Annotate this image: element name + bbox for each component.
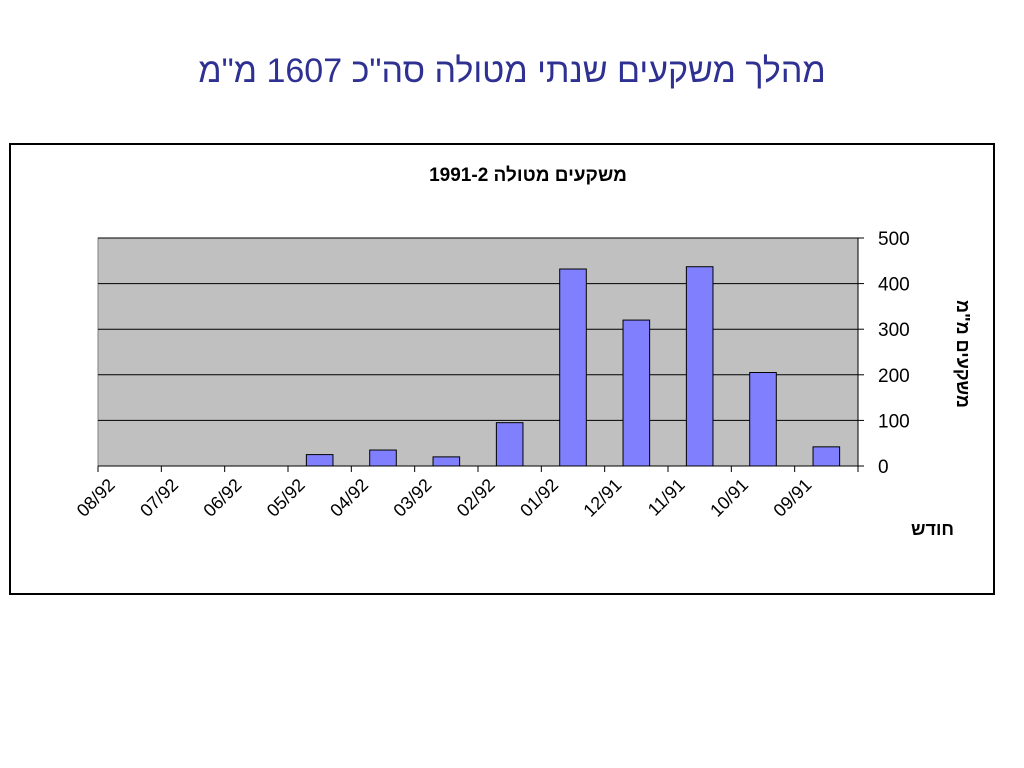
bar (749, 372, 777, 467)
y-tick-label: 0 (878, 457, 889, 478)
x-tick-label: 12/91 (580, 475, 626, 521)
chart-title: משקעים מטולה 1991-2 (429, 165, 627, 186)
y-axis-title: משקעים מ"מ (953, 300, 973, 408)
x-tick-label: 05/92 (263, 475, 309, 521)
y-tick-label: 500 (878, 229, 910, 250)
x-tick-label: 09/91 (770, 475, 816, 521)
bar (559, 268, 587, 467)
bar (812, 446, 841, 467)
x-tick-label: 01/92 (516, 475, 562, 521)
bar (305, 454, 334, 467)
x-tick-label: 06/92 (200, 475, 246, 521)
bar (495, 422, 524, 467)
plot-area (97, 237, 859, 467)
y-tick-label: 300 (878, 320, 910, 341)
bar (432, 456, 461, 467)
slide-title: מהלך משקעים שנתי מטולה סה"כ 1607 מ"מ (198, 52, 826, 90)
x-tick-label: 03/92 (390, 475, 436, 521)
x-axis-title: חודש (911, 519, 954, 539)
x-tick-label: 08/92 (73, 475, 119, 521)
bar (685, 266, 714, 467)
bar (622, 319, 651, 467)
x-tick-label: 04/92 (326, 475, 372, 521)
bar (369, 449, 397, 467)
x-tick-label: 02/92 (453, 475, 499, 521)
x-tick-label: 07/92 (136, 475, 182, 521)
y-tick-label: 400 (878, 275, 910, 296)
x-tick-label: 11/91 (644, 475, 689, 520)
precipitation-bar-chart: משקעים מטולה 1991-2 0 100 200 300 400 500 09/91… (73, 165, 973, 539)
x-tick-label: 10/91 (706, 475, 752, 521)
y-tick-label: 100 (878, 411, 910, 432)
y-tick-label: 200 (878, 366, 910, 387)
chart-frame: משקעים מטולה 1991-2 0 100 200 300 400 500 09/91… (9, 143, 995, 595)
